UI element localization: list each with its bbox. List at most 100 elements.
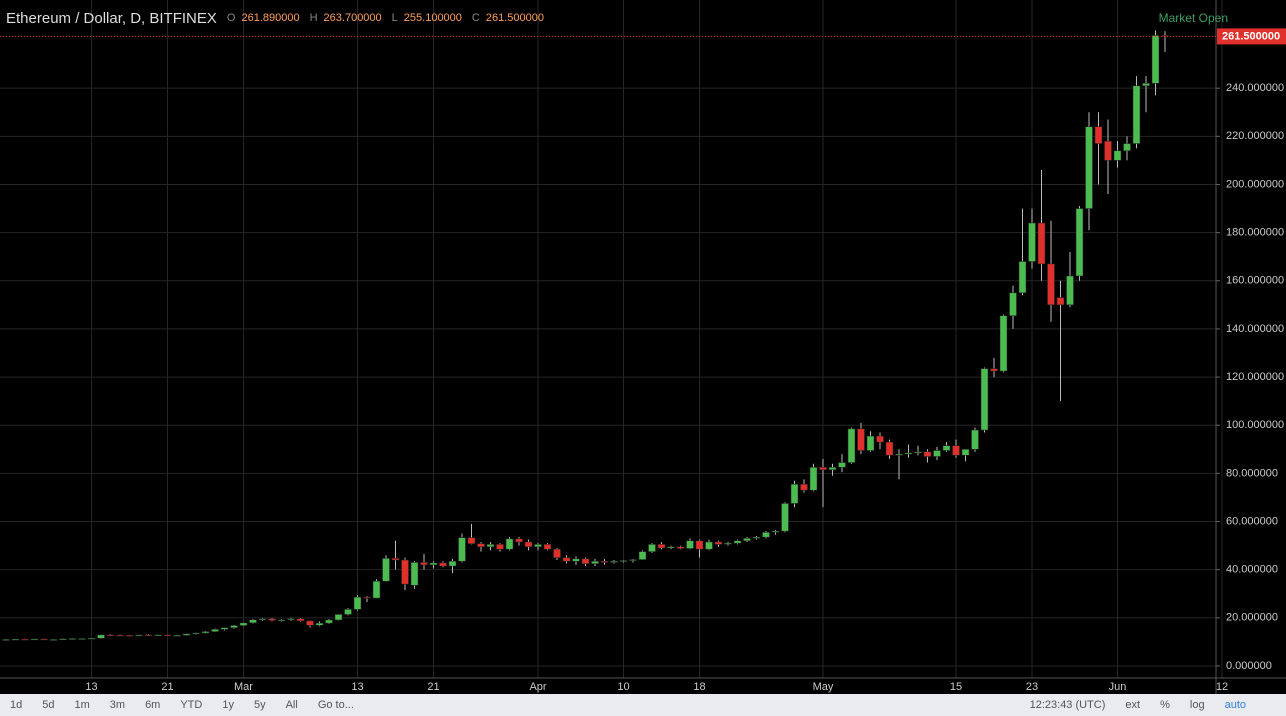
goto-button[interactable]: Go to... xyxy=(317,699,354,711)
candle-body xyxy=(971,429,979,450)
candle-body xyxy=(201,631,210,634)
candle-body xyxy=(534,544,542,548)
candle-body xyxy=(125,635,134,637)
candle-body xyxy=(600,560,609,563)
symbol[interactable]: Ethereum / Dollar, D, BITFINEX xyxy=(6,9,217,27)
candle-body xyxy=(49,639,58,641)
candle-body xyxy=(230,625,238,628)
candle-body xyxy=(648,544,656,552)
x-tick-label: 13 xyxy=(85,681,97,693)
range-button[interactable]: 1y xyxy=(222,699,234,711)
candle-body xyxy=(268,618,276,621)
candle-body xyxy=(135,634,143,637)
candle-body xyxy=(1113,150,1122,161)
candle-body xyxy=(211,629,219,632)
y-tick-label: 60.000000 xyxy=(1226,515,1278,527)
candle-body xyxy=(819,467,827,471)
candle-body xyxy=(952,445,960,456)
ohlc-value: 255.100000 xyxy=(403,12,462,24)
range-button[interactable]: 1m xyxy=(74,699,90,711)
candle-body xyxy=(401,559,409,585)
range-button[interactable]: 5d xyxy=(42,699,55,711)
candle-body xyxy=(562,557,571,562)
candle-body xyxy=(182,633,191,636)
range-button[interactable]: 3m xyxy=(109,699,126,711)
candle-body xyxy=(847,428,856,463)
candle-body xyxy=(895,453,903,456)
candle-body xyxy=(857,428,865,451)
candle-body xyxy=(667,546,675,549)
x-tick-label: Jun xyxy=(1109,681,1127,693)
range-button[interactable]: All xyxy=(285,699,298,711)
candle-body xyxy=(429,562,438,566)
candle-body xyxy=(1075,208,1084,277)
candle-body xyxy=(1085,126,1093,209)
y-tick-label: 200.000000 xyxy=(1226,178,1284,190)
candle-body xyxy=(990,368,998,372)
candle-body xyxy=(410,562,419,586)
candle-body xyxy=(876,435,884,443)
candle-body xyxy=(686,540,694,549)
option-button[interactable]: auto xyxy=(1224,699,1246,711)
y-tick-label: 240.000000 xyxy=(1226,82,1284,94)
x-tick-label: Apr xyxy=(529,681,546,693)
range-button[interactable]: 6m xyxy=(145,699,161,711)
x-tick-label: 13 xyxy=(351,681,363,693)
candle-body xyxy=(1142,83,1150,87)
y-tick-label: 120.000000 xyxy=(1226,371,1284,383)
candle-body xyxy=(458,537,466,562)
candle-body xyxy=(106,634,115,637)
y-tick-label: 80.000000 xyxy=(1226,467,1278,479)
candle-body xyxy=(21,638,29,641)
candle-body xyxy=(306,620,314,626)
y-tick-label: 20.000000 xyxy=(1226,612,1278,624)
candle-body xyxy=(629,559,637,561)
candle-body xyxy=(287,618,295,621)
candle-body xyxy=(325,619,333,624)
candle-body xyxy=(467,537,476,544)
candle-body xyxy=(296,618,305,622)
x-tick-label: 21 xyxy=(161,681,173,693)
plot-background xyxy=(0,0,1286,694)
candle-body xyxy=(1028,222,1036,262)
candle-body xyxy=(790,483,799,504)
option-button[interactable]: ext xyxy=(1125,699,1141,711)
option-button[interactable]: log xyxy=(1189,699,1205,711)
candle-body xyxy=(553,548,561,558)
candle-body xyxy=(1037,222,1046,265)
candle-body xyxy=(277,619,286,621)
candle-body xyxy=(192,632,200,635)
candle-body xyxy=(1047,263,1055,306)
candle-body xyxy=(752,536,761,539)
candle-body xyxy=(1132,85,1141,144)
toolbar: 1d 5d 1m 3m 6m YTD 1y 5y All Go to... 12… xyxy=(0,694,1286,716)
x-tick-label: 21 xyxy=(427,681,439,693)
last-price-box xyxy=(1217,28,1286,45)
clock: 12:23:43 (UTC) xyxy=(1029,699,1106,711)
candle-body xyxy=(866,435,875,451)
candle-body xyxy=(999,315,1008,372)
candle-body xyxy=(391,558,400,561)
candle-body xyxy=(258,618,267,621)
option-button[interactable]: % xyxy=(1160,699,1170,711)
candle-body xyxy=(743,538,751,542)
candle-body xyxy=(496,544,504,550)
x-tick-label: Mar xyxy=(234,681,253,693)
candle-body xyxy=(885,441,894,456)
ohlc-key: H xyxy=(309,12,318,24)
range-button[interactable]: YTD xyxy=(180,699,203,711)
candle-body xyxy=(2,639,10,641)
candle-body xyxy=(933,450,941,457)
candle-body xyxy=(1009,292,1017,316)
header: Ethereum / Dollar, D, BITFINEX O 261.8900… xyxy=(6,6,544,30)
candle-body xyxy=(619,560,628,562)
range-button[interactable]: 1d xyxy=(10,699,23,711)
candle-body xyxy=(724,542,732,545)
ohlc-key: L xyxy=(391,12,398,24)
candle-body xyxy=(40,638,48,641)
candle-body xyxy=(116,634,124,637)
range-button[interactable]: 5y xyxy=(253,699,266,711)
x-tick-label: May xyxy=(813,681,834,693)
y-tick-label: 0.000000 xyxy=(1226,660,1272,672)
x-tick-label: 15 xyxy=(950,681,962,693)
